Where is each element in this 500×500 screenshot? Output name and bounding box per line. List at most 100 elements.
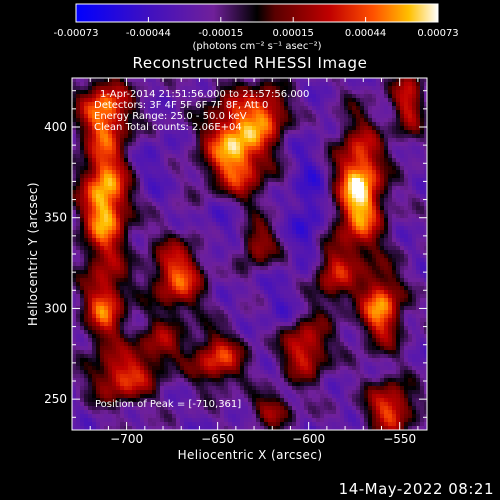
heatmap-cell [412, 114, 416, 118]
heatmap-cell [220, 130, 224, 134]
heatmap-cell [284, 238, 288, 242]
heatmap-cell [312, 246, 316, 250]
heatmap-cell [108, 126, 112, 130]
heatmap-cell [124, 186, 128, 190]
heatmap-cell [264, 230, 268, 234]
heatmap-cell [192, 166, 196, 170]
heatmap-cell [140, 254, 144, 258]
heatmap-cell [180, 90, 184, 94]
heatmap-cell [224, 178, 228, 182]
heatmap-cell [368, 290, 372, 294]
heatmap-cell [124, 122, 128, 126]
heatmap-cell [240, 138, 244, 142]
heatmap-cell [324, 226, 328, 230]
heatmap-cell [392, 218, 396, 222]
heatmap-cell [212, 202, 216, 206]
heatmap-cell [396, 250, 400, 254]
heatmap-cell [280, 118, 284, 122]
heatmap-cell [92, 294, 96, 298]
heatmap-cell [380, 274, 384, 278]
heatmap-cell [368, 294, 372, 298]
heatmap-cell [132, 270, 136, 274]
heatmap-cell [192, 218, 196, 222]
heatmap-cell [248, 122, 252, 126]
heatmap-cell [116, 226, 120, 230]
heatmap-cell [328, 202, 332, 206]
heatmap-cell [400, 86, 404, 90]
heatmap-cell [272, 246, 276, 250]
heatmap-cell [360, 194, 364, 198]
heatmap-cell [240, 298, 244, 302]
heatmap-cell [144, 194, 148, 198]
heatmap-cell [392, 102, 396, 106]
heatmap-cell [180, 166, 184, 170]
heatmap-cell [336, 294, 340, 298]
heatmap-cell [256, 118, 260, 122]
heatmap-cell [280, 106, 284, 110]
heatmap-cell [300, 154, 304, 158]
heatmap-cell [216, 130, 220, 134]
heatmap-cell [300, 210, 304, 214]
heatmap-cell [176, 230, 180, 234]
heatmap-cell [124, 274, 128, 278]
heatmap-cell [420, 126, 424, 130]
heatmap-cell [292, 290, 296, 294]
heatmap-cell [232, 270, 236, 274]
heatmap-cell [420, 98, 424, 102]
heatmap-cell [300, 242, 304, 246]
heatmap-cell [324, 294, 328, 298]
heatmap-cell [172, 202, 176, 206]
heatmap-cell [248, 198, 252, 202]
heatmap-cell [256, 270, 260, 274]
heatmap-cell [328, 146, 332, 150]
heatmap-cell [336, 82, 340, 86]
heatmap-cell [156, 234, 160, 238]
heatmap-cell [116, 214, 120, 218]
heatmap-cell [220, 198, 224, 202]
heatmap-cell [332, 250, 336, 254]
heatmap-cell [396, 210, 400, 214]
heatmap-cell [144, 114, 148, 118]
heatmap-cell [364, 102, 368, 106]
heatmap-cell [72, 190, 76, 194]
heatmap-cell [348, 94, 352, 98]
heatmap-cell [96, 214, 100, 218]
heatmap-cell [136, 158, 140, 162]
heatmap-cell [412, 242, 416, 246]
heatmap-cell [236, 242, 240, 246]
heatmap-cell [220, 90, 224, 94]
heatmap-cell [272, 226, 276, 230]
heatmap-cell [420, 182, 424, 186]
heatmap-cell [272, 150, 276, 154]
heatmap-cell [288, 174, 292, 178]
heatmap-cell [236, 90, 240, 94]
heatmap-cell [376, 118, 380, 122]
heatmap-cell [224, 82, 228, 86]
heatmap-cell [136, 254, 140, 258]
heatmap-cell [176, 162, 180, 166]
heatmap-cell [168, 78, 172, 82]
heatmap-cell [232, 102, 236, 106]
heatmap-cell [292, 170, 296, 174]
heatmap-cell [296, 130, 300, 134]
heatmap-cell [316, 266, 320, 270]
heatmap-cell [416, 114, 420, 118]
heatmap-cell [240, 126, 244, 130]
heatmap-cell [276, 110, 280, 114]
heatmap-cell [148, 78, 152, 82]
heatmap-cell [376, 122, 380, 126]
heatmap-cell [164, 222, 168, 226]
heatmap-cell [88, 242, 92, 246]
heatmap-cell [264, 130, 268, 134]
heatmap-cell [112, 162, 116, 166]
heatmap-cell [216, 298, 220, 302]
heatmap-cell [140, 162, 144, 166]
heatmap-cell [332, 150, 336, 154]
heatmap-cell [152, 162, 156, 166]
heatmap-cell [260, 126, 264, 130]
heatmap-cell [272, 222, 276, 226]
heatmap-cell [264, 86, 268, 90]
heatmap-cell [396, 186, 400, 190]
heatmap-cell [296, 266, 300, 270]
heatmap-cell [324, 250, 328, 254]
